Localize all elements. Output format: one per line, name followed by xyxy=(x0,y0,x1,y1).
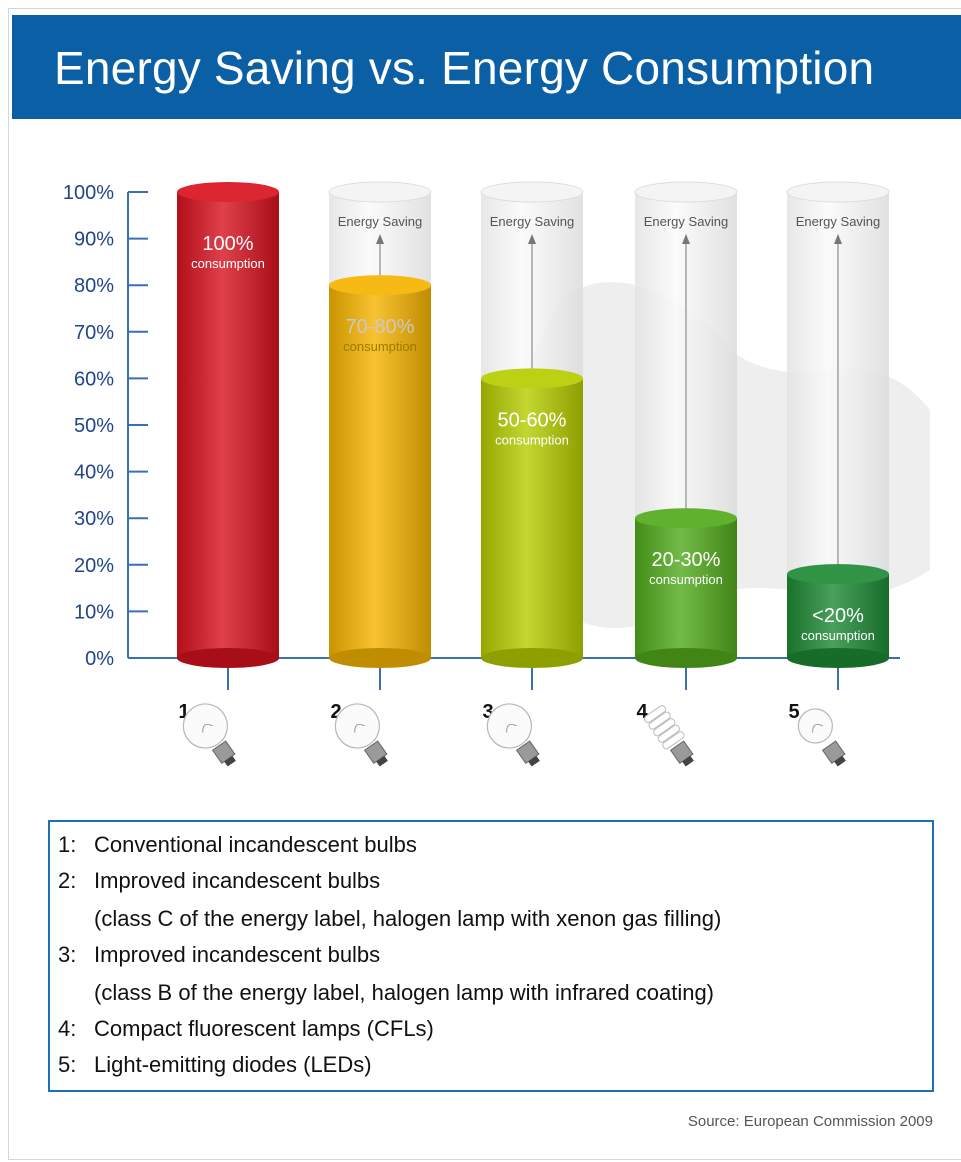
y-tick-label: 80% xyxy=(74,275,114,297)
legend-box: 1: Conventional incandescent bulbs 2: Impr… xyxy=(48,820,934,1092)
legend-num: 3: xyxy=(58,942,77,967)
bar xyxy=(787,574,889,658)
bar-base xyxy=(787,648,889,668)
bar-top xyxy=(481,368,583,389)
cfl-coil xyxy=(643,705,667,724)
cfl-bulb-icon xyxy=(643,705,694,767)
y-tick-label: 0% xyxy=(85,648,114,670)
incandescent-bulb-icon xyxy=(182,703,236,767)
y-tick-label: 10% xyxy=(74,601,114,623)
bar-sublabel: consumption xyxy=(649,572,723,587)
bar-top xyxy=(635,508,737,529)
page-title: Energy Saving vs. Energy Consumption xyxy=(54,42,875,94)
bulb-contact xyxy=(376,755,388,767)
led-bulb-icon xyxy=(797,708,846,767)
legend-item-1: 1: Conventional incandescent bulbs xyxy=(58,832,417,858)
bulb-glass xyxy=(797,708,833,744)
legend-num: 5: xyxy=(58,1052,77,1077)
category-label: 5 xyxy=(788,701,799,723)
bar-value-label: 70-80% xyxy=(346,316,415,338)
bar-sublabel: consumption xyxy=(343,339,417,354)
bar-base xyxy=(177,648,279,668)
saving-arrow-head xyxy=(682,234,690,244)
bar-top xyxy=(787,564,889,585)
saving-arrow-head xyxy=(834,234,842,244)
legend-text: Compact fluorescent lamps (CFLs) xyxy=(94,1016,434,1041)
legend-num: 1: xyxy=(58,832,77,857)
source-note: Source: European Commission 2009 xyxy=(687,1113,933,1130)
legend-subtext-2: (class C of the energy label, halogen la… xyxy=(94,906,722,931)
energy-saving-label: Energy Saving xyxy=(338,214,423,229)
bar-base xyxy=(481,648,583,668)
y-tick-label: 90% xyxy=(74,229,114,251)
bar-sublabel: consumption xyxy=(495,432,569,447)
legend-item-4: 4: Compact fluorescent lamps (CFLs) xyxy=(58,1016,434,1042)
bulb-contact xyxy=(224,755,236,767)
bar xyxy=(329,285,431,658)
legend-subtext-3: (class B of the energy label, halogen la… xyxy=(94,980,715,1005)
legend-item-5: 5: Light-emitting diodes (LEDs) xyxy=(58,1052,372,1078)
bulb-filament xyxy=(354,723,365,733)
y-tick-label: 20% xyxy=(74,555,114,577)
y-tick-label: 100% xyxy=(63,182,114,204)
category-label: 2 xyxy=(330,701,341,723)
y-tick-label: 30% xyxy=(74,508,114,530)
halogen-bulb-icon xyxy=(334,703,388,767)
bulb-filament xyxy=(812,723,823,733)
bar-value-label: <20% xyxy=(812,605,864,627)
legend-text: Improved incandescent bulbs xyxy=(94,942,381,967)
cfl-coil xyxy=(653,718,676,737)
bulb-filament xyxy=(506,723,517,733)
legend-text: Improved incandescent bulbs xyxy=(94,868,381,893)
energy-saving-label: Energy Saving xyxy=(796,214,881,229)
title-banner: Energy Saving vs. Energy Consumption xyxy=(12,15,961,119)
tube-top xyxy=(328,181,432,203)
bar xyxy=(481,378,583,658)
energy-saving-label: Energy Saving xyxy=(644,214,729,229)
saving-arrow-head xyxy=(376,234,384,244)
bar-sublabel: consumption xyxy=(801,628,875,643)
legend-item-2: 2: Improved incandescent bulbs xyxy=(58,868,380,894)
legend-text: Light-emitting diodes (LEDs) xyxy=(94,1052,372,1077)
bar-sublabel: consumption xyxy=(191,256,265,271)
saving-arrow-head xyxy=(528,234,536,244)
legend-text: Conventional incandescent bulbs xyxy=(94,832,417,857)
bar-value-label: 100% xyxy=(202,233,253,255)
tube-top xyxy=(480,181,584,203)
bar-value-label: 50-60% xyxy=(498,409,567,431)
category-label: 3 xyxy=(482,701,493,723)
cfl-coil xyxy=(657,724,680,743)
bar-value-label: 20-30% xyxy=(652,549,721,571)
legend-num: 4: xyxy=(58,1016,77,1041)
bar-top xyxy=(329,275,431,296)
bulb-glass xyxy=(182,703,228,749)
y-tick-label: 60% xyxy=(74,368,114,390)
legend-num: 2: xyxy=(58,868,77,893)
halogen-ir-bulb-icon xyxy=(486,703,540,767)
bulb-glass xyxy=(486,703,532,749)
consumption-chart: 0%10%20%30%40%50%60%70%80%90%100%100%con… xyxy=(63,181,930,767)
bulb-contact xyxy=(528,755,540,767)
tube-top xyxy=(786,181,890,203)
bulb-contact xyxy=(834,755,846,767)
bulb-filament xyxy=(202,723,213,733)
cfl-coil xyxy=(662,731,685,750)
cfl-coil xyxy=(648,711,671,730)
bulb-glass xyxy=(334,703,380,749)
bar-base xyxy=(329,648,431,668)
bar-top xyxy=(177,182,279,202)
bulb-contact xyxy=(682,755,694,767)
category-label: 1 xyxy=(178,701,189,723)
y-tick-label: 70% xyxy=(74,322,114,344)
tube-top xyxy=(634,181,738,203)
y-tick-label: 50% xyxy=(74,415,114,437)
energy-saving-label: Energy Saving xyxy=(490,214,575,229)
bar xyxy=(635,518,737,658)
y-tick-label: 40% xyxy=(74,462,114,484)
bar-base xyxy=(635,648,737,668)
bar xyxy=(177,192,279,658)
legend-item-3: 3: Improved incandescent bulbs xyxy=(58,942,380,968)
